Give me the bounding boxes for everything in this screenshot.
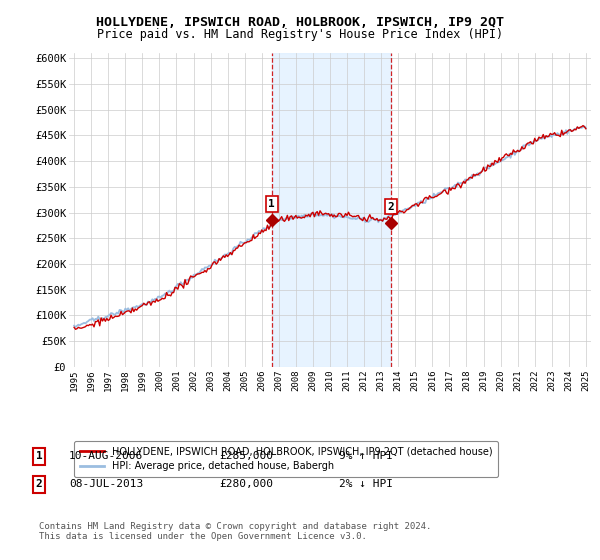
Text: 2: 2 xyxy=(35,479,43,489)
Text: 2: 2 xyxy=(388,202,395,212)
Text: £280,000: £280,000 xyxy=(219,479,273,489)
Text: 10-AUG-2006: 10-AUG-2006 xyxy=(69,451,143,461)
Text: 1: 1 xyxy=(35,451,43,461)
Text: 9% ↑ HPI: 9% ↑ HPI xyxy=(339,451,393,461)
Text: 08-JUL-2013: 08-JUL-2013 xyxy=(69,479,143,489)
Text: 2% ↓ HPI: 2% ↓ HPI xyxy=(339,479,393,489)
Text: Price paid vs. HM Land Registry's House Price Index (HPI): Price paid vs. HM Land Registry's House … xyxy=(97,28,503,41)
Text: £285,000: £285,000 xyxy=(219,451,273,461)
Bar xyxy=(272,53,391,367)
Text: Contains HM Land Registry data © Crown copyright and database right 2024.
This d: Contains HM Land Registry data © Crown c… xyxy=(39,522,431,542)
Text: HOLLYDENE, IPSWICH ROAD, HOLBROOK, IPSWICH, IP9 2QT: HOLLYDENE, IPSWICH ROAD, HOLBROOK, IPSWI… xyxy=(96,16,504,29)
Legend: HOLLYDENE, IPSWICH ROAD, HOLBROOK, IPSWICH, IP9 2QT (detached house), HPI: Avera: HOLLYDENE, IPSWICH ROAD, HOLBROOK, IPSWI… xyxy=(74,441,498,477)
Text: 1: 1 xyxy=(268,199,275,209)
